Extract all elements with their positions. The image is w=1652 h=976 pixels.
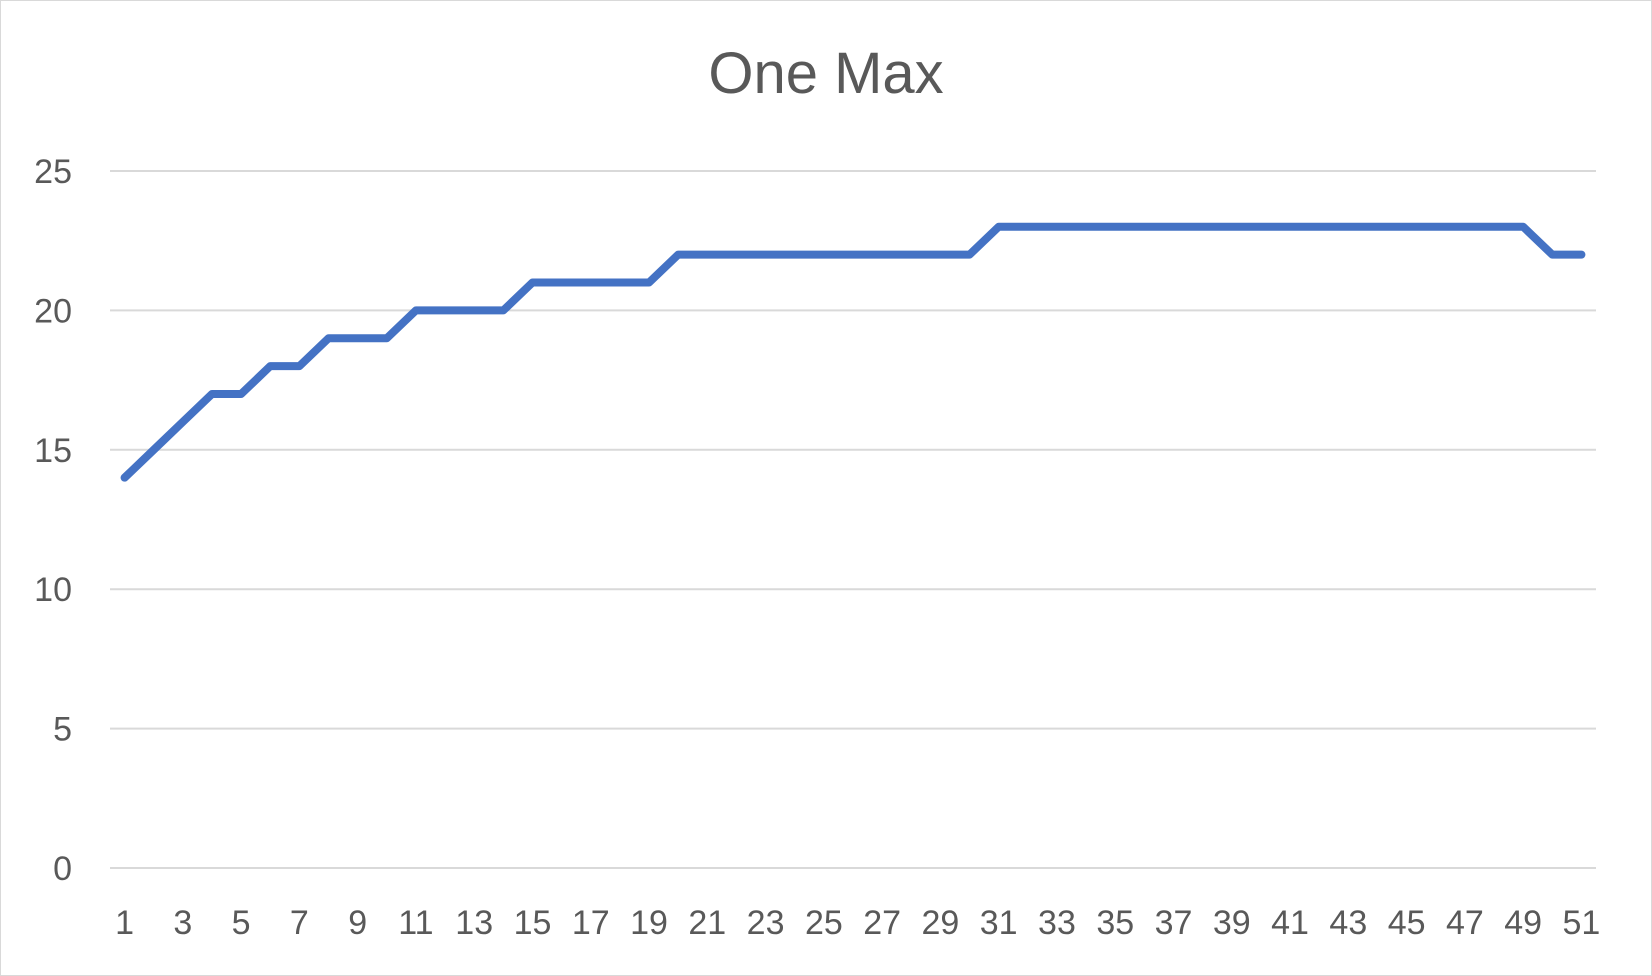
x-tick-label: 29 — [921, 904, 959, 942]
x-tick-label: 23 — [747, 904, 785, 942]
x-tick-label: 33 — [1038, 904, 1076, 942]
x-tick-label: 15 — [514, 904, 552, 942]
x-tick-label: 7 — [290, 904, 309, 942]
x-tick-label: 9 — [348, 904, 367, 942]
x-tick-label: 27 — [863, 904, 901, 942]
series-layer — [120, 222, 1586, 482]
x-tick-label: 35 — [1096, 904, 1134, 942]
x-tick-label: 11 — [398, 904, 433, 942]
x-tick-label: 47 — [1446, 904, 1484, 942]
x-tick-label: 1 — [115, 904, 134, 942]
y-tick-label: 25 — [34, 153, 72, 191]
chart-title: One Max — [708, 41, 944, 106]
x-tick-label: 43 — [1329, 904, 1367, 942]
x-tick-label: 37 — [1155, 904, 1193, 942]
series-line-0 — [120, 222, 1586, 482]
x-tick-label: 5 — [232, 904, 251, 942]
y-axis-tick-labels: 0 5 10 15 20 25 — [34, 153, 72, 888]
x-tick-label: 51 — [1563, 904, 1601, 942]
x-tick-label: 19 — [630, 904, 668, 942]
y-tick-label: 10 — [34, 571, 72, 609]
x-axis-tick-labels: 1 3 5 7 9 11 13 15 17 19 21 23 25 27 29 31 33 35 37 39 41 43 4… — [115, 904, 1600, 942]
x-tick-label: 3 — [173, 904, 192, 942]
x-tick-label: 41 — [1271, 904, 1309, 942]
x-tick-label: 31 — [980, 904, 1018, 942]
y-tick-label: 5 — [53, 711, 72, 749]
gridlines — [110, 170, 1596, 869]
x-tick-label: 45 — [1388, 904, 1426, 942]
x-tick-label: 17 — [572, 904, 610, 942]
x-tick-label: 49 — [1504, 904, 1542, 942]
y-tick-label: 0 — [53, 850, 72, 888]
x-tick-label: 25 — [805, 904, 843, 942]
x-tick-label: 39 — [1213, 904, 1251, 942]
y-tick-label: 20 — [34, 292, 72, 330]
x-tick-label: 21 — [688, 904, 726, 942]
x-tick-label: 13 — [455, 904, 493, 942]
y-tick-label: 15 — [34, 432, 72, 470]
